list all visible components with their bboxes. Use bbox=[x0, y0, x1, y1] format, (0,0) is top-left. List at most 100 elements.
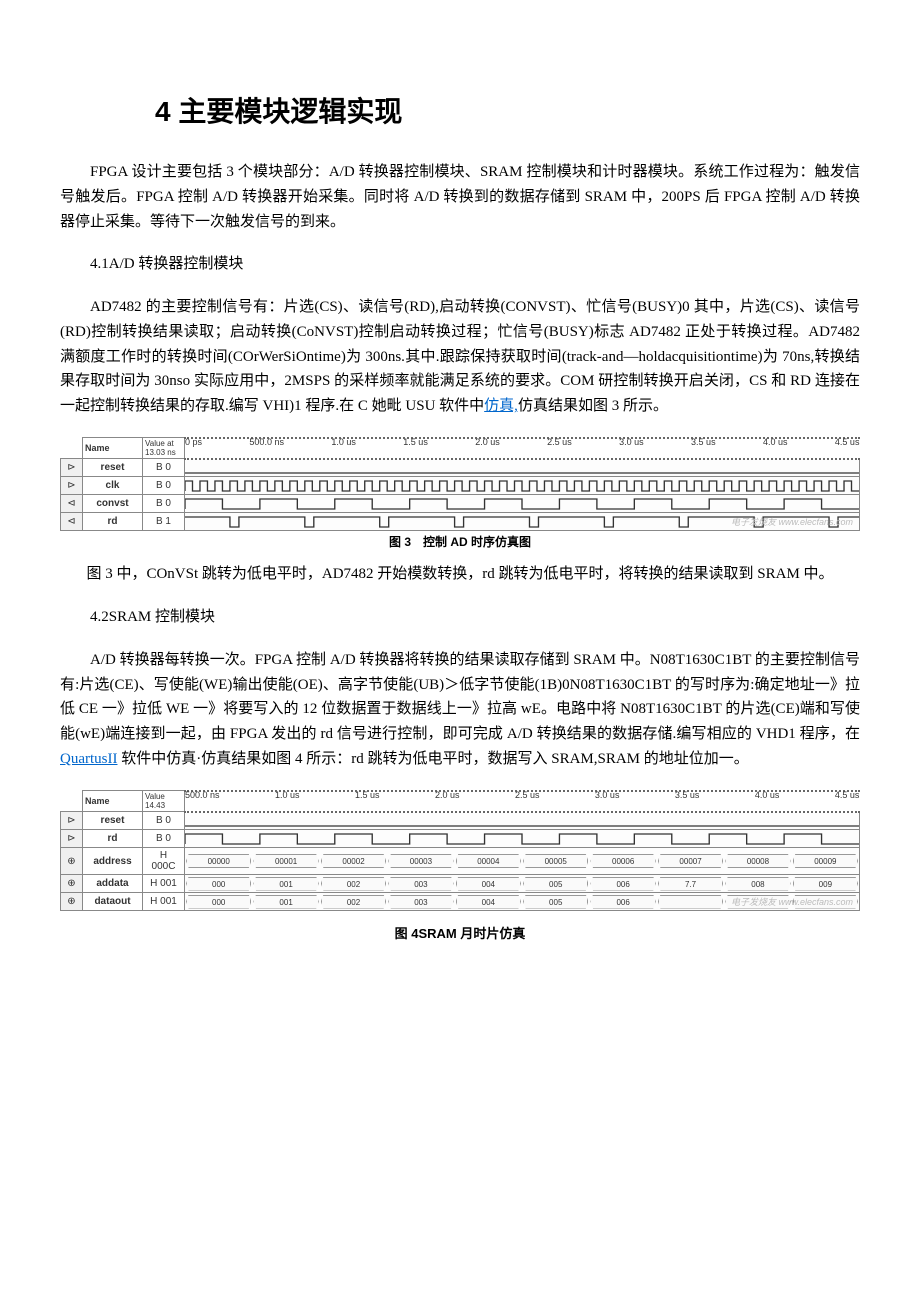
bus-value: 7.7 bbox=[658, 877, 723, 891]
fig3-row-convst: ⊲ convst B 0 bbox=[61, 495, 860, 513]
input-pin-icon: ⊳ bbox=[61, 830, 83, 848]
fig3-h-icon bbox=[61, 438, 83, 459]
bus-value: 00007 bbox=[658, 854, 723, 868]
fig3-t8: 4.5 us bbox=[835, 437, 860, 447]
quartus-link[interactable]: QuartusII bbox=[60, 751, 117, 767]
fig3-t4: 2.5 us bbox=[547, 437, 572, 447]
fig3-t6: 3.5 us bbox=[691, 437, 716, 447]
bus-value: 001 bbox=[253, 877, 318, 891]
fig3-row-rd: ⊲ rd B 1 电子发烧友 www.elecfans.com bbox=[61, 513, 860, 531]
fig4-row-addata: ⊕ addata H 001 0000010020030040050067.70… bbox=[61, 875, 860, 893]
fig3-h-name: Name bbox=[83, 438, 143, 459]
fig4-t8: 4.5 us bbox=[835, 790, 860, 800]
fig3-reset-val: B 0 bbox=[143, 459, 185, 477]
fig4-addata-val: H 001 bbox=[143, 875, 185, 893]
bus-value: 006 bbox=[590, 877, 655, 891]
fig4-row-address: ⊕ address H 000C 00000000010000200003000… bbox=[61, 848, 860, 875]
fig3-reset-name: reset bbox=[83, 459, 143, 477]
fig4-row-rd: ⊳ rd B 0 bbox=[61, 830, 860, 848]
bus-value: 004 bbox=[456, 877, 521, 891]
bus-icon: ⊕ bbox=[61, 893, 83, 911]
paragraph-intro: FPGA 设计主要包括 3 个模块部分：A/D 转换器控制模块、SRAM 控制模… bbox=[60, 160, 860, 234]
fig3-t7: 4.0 us bbox=[763, 437, 788, 447]
bus-value: 009 bbox=[793, 877, 858, 891]
fig3-convst-name: convst bbox=[83, 495, 143, 513]
fig3-convst-wave bbox=[185, 495, 860, 513]
bus-value: 00006 bbox=[590, 854, 655, 868]
fig4-reset-wave bbox=[185, 812, 860, 830]
bus-value: 005 bbox=[523, 895, 588, 909]
fig4-addata-wave: 0000010020030040050067.7008009 bbox=[185, 875, 860, 893]
fig3-rd-val: B 1 bbox=[143, 513, 185, 531]
fig4-dataout-val: H 001 bbox=[143, 893, 185, 911]
fig4-dataout-wave: 000001002003004005006 电子发烧友 www.elecfans… bbox=[185, 893, 860, 911]
fig4-reset-val: B 0 bbox=[143, 812, 185, 830]
fig4-row-dataout: ⊕ dataout H 001 000001002003004005006 电子… bbox=[61, 893, 860, 911]
bus-value: 008 bbox=[725, 877, 790, 891]
figure-3-container: Name Value at 13.03 ns 0 ps 500.0 ns 1.0… bbox=[60, 437, 860, 551]
fig3-h-value: Value at 13.03 ns bbox=[143, 438, 185, 459]
bus-value: 00009 bbox=[793, 854, 858, 868]
bus-value: 003 bbox=[388, 877, 453, 891]
fig4-reset-name: reset bbox=[83, 812, 143, 830]
bus-value: 003 bbox=[388, 895, 453, 909]
figure-3-caption-inline: 图 3 控制 AD 时序仿真图 bbox=[60, 533, 860, 550]
watermark-text: 电子发烧友 www.elecfans.com bbox=[731, 895, 853, 908]
bus-value: 000 bbox=[186, 877, 251, 891]
bus-value: 002 bbox=[321, 877, 386, 891]
fig4-t5: 3.0 us bbox=[595, 790, 620, 800]
text-4-1-a: AD7482 的主要控制信号有：片选(CS)、读信号(RD),启动转换(CONV… bbox=[60, 299, 860, 414]
fig3-header-row: Name Value at 13.03 ns 0 ps 500.0 ns 1.0… bbox=[61, 438, 860, 459]
input-pin-icon: ⊳ bbox=[61, 477, 83, 495]
subheading-4-1: 4.1A/D 转换器控制模块 bbox=[60, 252, 860, 277]
fig3-t1: 1.0 us bbox=[331, 437, 356, 447]
watermark-text: 电子发烧友 www.elecfans.com bbox=[731, 515, 853, 528]
bus-icon: ⊕ bbox=[61, 875, 83, 893]
fig4-address-val: H 000C bbox=[143, 848, 185, 875]
text-4-2-a: A/D 转换器每转换一次。FPGA 控制 A/D 转换器将转换的结果读取存储到 … bbox=[60, 652, 860, 742]
fig4-rd-wave bbox=[185, 830, 860, 848]
fig3-row-reset: ⊳ reset B 0 bbox=[61, 459, 860, 477]
fig4-ruler: 500.0 ns 1.0 us 1.5 us 2.0 us 2.5 us 3.0… bbox=[185, 791, 860, 812]
bus-value: 00001 bbox=[253, 854, 318, 868]
fig4-address-name: address bbox=[83, 848, 143, 875]
bus-value: 00008 bbox=[725, 854, 790, 868]
bus-value: 006 bbox=[590, 895, 655, 909]
figure-3-description: 图 3 中，COnVSt 跳转为低电平时，AD7482 开始模数转换，rd 跳转… bbox=[60, 562, 860, 587]
fig4-address-wave: 0000000001000020000300004000050000600007… bbox=[185, 848, 860, 875]
simulate-link[interactable]: 仿真, bbox=[484, 398, 518, 414]
fig3-t3: 2.0 us bbox=[475, 437, 500, 447]
fig3-t5: 3.0 us bbox=[619, 437, 644, 447]
bus-value: 005 bbox=[523, 877, 588, 891]
fig4-t6: 3.5 us bbox=[675, 790, 700, 800]
fig3-t0: 500.0 ns bbox=[249, 437, 284, 447]
figure-4-timing-diagram: Name Value 14.43 500.0 ns 1.0 us 1.5 us … bbox=[60, 790, 860, 912]
figure-3-timing-diagram: Name Value at 13.03 ns 0 ps 500.0 ns 1.0… bbox=[60, 437, 860, 532]
output-pin-icon: ⊲ bbox=[61, 513, 83, 531]
section-title: 4 主要模块逻辑实现 bbox=[155, 90, 860, 130]
fig3-ruler: 0 ps 500.0 ns 1.0 us 1.5 us 2.0 us 2.5 u… bbox=[185, 438, 860, 459]
bus-value: 002 bbox=[321, 895, 386, 909]
fig3-ruler-labels: 0 ps 500.0 ns 1.0 us 1.5 us 2.0 us 2.5 u… bbox=[185, 437, 860, 447]
fig3-reset-wave bbox=[185, 459, 860, 477]
fig3-convst-val: B 0 bbox=[143, 495, 185, 513]
input-pin-icon: ⊳ bbox=[61, 459, 83, 477]
fig4-t7: 4.0 us bbox=[755, 790, 780, 800]
paragraph-4-1: AD7482 的主要控制信号有：片选(CS)、读信号(RD),启动转换(CONV… bbox=[60, 295, 860, 419]
fig3-row-clk: ⊳ clk B 0 bbox=[61, 477, 860, 495]
bus-value: 00002 bbox=[321, 854, 386, 868]
fig3-rd-name: rd bbox=[83, 513, 143, 531]
bus-value: 00003 bbox=[388, 854, 453, 868]
bus-value: 001 bbox=[253, 895, 318, 909]
fig4-dataout-name: dataout bbox=[83, 893, 143, 911]
bus-icon: ⊕ bbox=[61, 848, 83, 875]
input-pin-icon: ⊳ bbox=[61, 812, 83, 830]
fig3-clk-name: clk bbox=[83, 477, 143, 495]
fig4-t3: 2.0 us bbox=[435, 790, 460, 800]
fig4-t1: 1.0 us bbox=[275, 790, 300, 800]
paragraph-4-2: A/D 转换器每转换一次。FPGA 控制 A/D 转换器将转换的结果读取存储到 … bbox=[60, 648, 860, 772]
figure-4-container: Name Value 14.43 500.0 ns 1.0 us 1.5 us … bbox=[60, 790, 860, 912]
subheading-4-2: 4.2SRAM 控制模块 bbox=[60, 605, 860, 630]
fig4-h-name: Name bbox=[83, 791, 143, 812]
bus-value: 000 bbox=[186, 895, 251, 909]
